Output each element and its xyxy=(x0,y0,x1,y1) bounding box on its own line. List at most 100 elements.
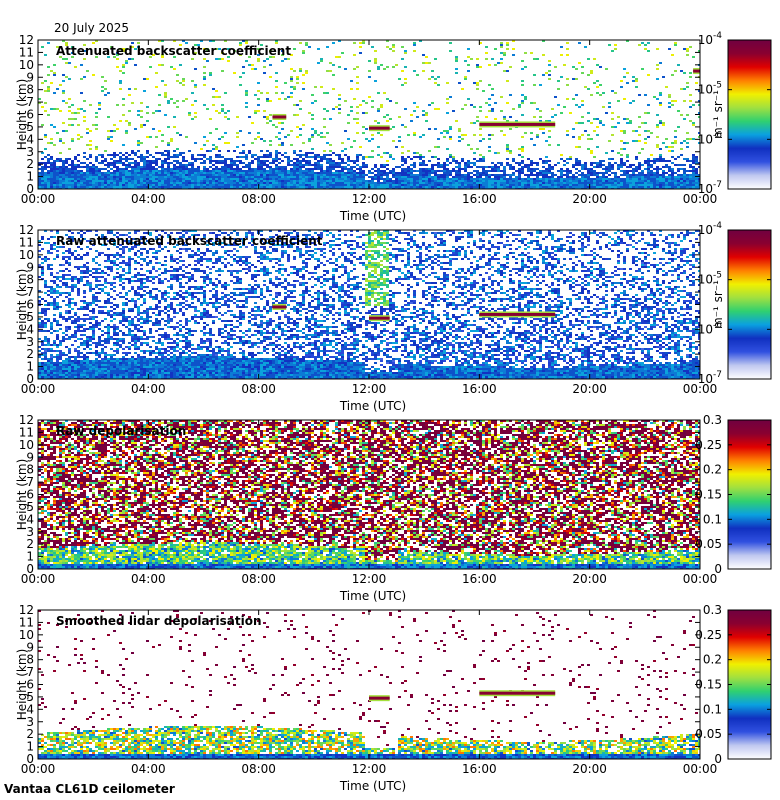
panel-2: Raw attenuated backscatter coefficient01… xyxy=(15,221,772,413)
colorbar-tick-label: 0.15 xyxy=(695,488,722,502)
heatmap-cells xyxy=(38,420,700,564)
y-tick-label: 3 xyxy=(26,335,34,349)
x-tick-label: 12:00 xyxy=(352,572,387,586)
x-tick-label: 00:00 xyxy=(21,762,56,776)
colorbar-tick-label: 0.2 xyxy=(703,653,722,667)
cloud-layer xyxy=(272,115,287,119)
colorbar-tick-label: 10-5 xyxy=(698,81,722,97)
x-tick-label: 20:00 xyxy=(572,762,607,776)
panel-1: Attenuated backscatter coefficient012345… xyxy=(15,31,772,223)
y-tick-label: 8 xyxy=(26,463,34,477)
heatmap-cells xyxy=(38,726,700,754)
y-tick-label: 0 xyxy=(26,182,34,196)
y-tick-label: 6 xyxy=(26,298,34,312)
y-tick-label: 10 xyxy=(19,58,34,72)
x-tick-label: 08:00 xyxy=(241,192,276,206)
cloud-layer xyxy=(369,316,390,320)
x-tick-label: 20:00 xyxy=(572,192,607,206)
date-label: 20 July 2025 xyxy=(54,21,129,35)
y-tick-label: 11 xyxy=(19,235,34,249)
y-tick-label: 6 xyxy=(26,678,34,692)
heatmap-cells xyxy=(38,230,700,368)
panel-title: Attenuated backscatter coefficient xyxy=(56,44,291,58)
heatmap-cells xyxy=(365,232,389,306)
colorbar-tick-label: 0.1 xyxy=(703,702,722,716)
x-tick-label: 12:00 xyxy=(352,382,387,396)
y-tick-label: 7 xyxy=(26,475,34,489)
x-tick-label: 00:00 xyxy=(21,382,56,396)
heatmap-area xyxy=(38,230,700,379)
colorbar-gradient xyxy=(727,229,772,380)
y-tick-label: 1 xyxy=(26,170,34,184)
y-tick-label: 9 xyxy=(26,70,34,84)
colorbar-tick-label: 0 xyxy=(714,562,722,576)
y-tick-label: 0 xyxy=(26,752,34,766)
colorbar-gradient xyxy=(727,419,772,570)
colorbar-tick-label: 10-4 xyxy=(698,31,723,47)
colorbar: 0.3 0.25 0.2 0.15 0.1 0.05 0 xyxy=(695,413,772,576)
colorbar-tick-label: 0.05 xyxy=(695,727,722,741)
colorbar-tick-label: 0.15 xyxy=(695,678,722,692)
heatmap-area xyxy=(38,40,700,189)
x-tick-label: 00:00 xyxy=(683,762,718,776)
y-tick-label: 11 xyxy=(19,425,34,439)
colorbar-tick-label: 0.1 xyxy=(703,512,722,526)
y-axis-label: Height (km) xyxy=(15,79,29,150)
heatmap-cells xyxy=(38,40,700,189)
x-tick-label: 20:00 xyxy=(572,572,607,586)
y-tick-label: 6 xyxy=(26,108,34,122)
colorbar-tick-label: 10-6 xyxy=(698,130,723,146)
heatmap-cells xyxy=(38,542,700,569)
x-tick-label: 00:00 xyxy=(683,572,718,586)
x-tick-label: 00:00 xyxy=(21,192,56,206)
cloud-layer xyxy=(479,691,556,695)
colorbar: 0.3 0.25 0.2 0.15 0.1 0.05 0 xyxy=(695,603,772,766)
y-tick-label: 2 xyxy=(26,347,34,361)
y-tick-label: 11 xyxy=(19,615,34,629)
colorbar-tick-label: 0.2 xyxy=(703,463,722,477)
cloud-layer xyxy=(369,696,390,700)
y-tick-label: 3 xyxy=(26,525,34,539)
y-tick-label: 3 xyxy=(26,145,34,159)
heatmap-cells xyxy=(41,420,700,569)
y-tick-label: 4 xyxy=(26,702,34,716)
cloud-layer xyxy=(479,122,556,126)
x-tick-label: 12:00 xyxy=(352,192,387,206)
y-tick-label: 2 xyxy=(26,157,34,171)
y-tick-label: 7 xyxy=(26,285,34,299)
cloud-layer xyxy=(369,126,390,130)
y-tick-label: 7 xyxy=(26,665,34,679)
colorbar-tick-label: 10-4 xyxy=(698,221,723,237)
x-tick-label: 08:00 xyxy=(241,762,276,776)
heatmap-cells xyxy=(38,230,700,379)
x-tick-label: 04:00 xyxy=(131,572,166,586)
y-tick-label: 2 xyxy=(26,537,34,551)
y-tick-label: 9 xyxy=(26,260,34,274)
panel-title: Raw attenuated backscatter coefficient xyxy=(56,234,323,248)
heatmap-cells xyxy=(47,726,700,759)
x-tick-label: 08:00 xyxy=(241,572,276,586)
y-tick-label: 1 xyxy=(26,360,34,374)
y-axis-label: Height (km) xyxy=(15,649,29,720)
heatmap-cells xyxy=(38,420,700,560)
y-tick-label: 7 xyxy=(26,95,34,109)
y-tick-label: 0 xyxy=(26,372,34,386)
y-tick-label: 9 xyxy=(26,640,34,654)
cloud-layer xyxy=(272,305,287,309)
x-axis-label: Time (UTC) xyxy=(339,399,406,413)
colorbar-gradient xyxy=(727,609,772,760)
footer-label: Vantaa CL61D ceilometer xyxy=(4,782,175,796)
colorbar-tick-label: 10-6 xyxy=(698,320,723,336)
heatmap-cells xyxy=(41,726,698,754)
colorbar-unit-label: m⁻¹ sr⁻¹ xyxy=(711,90,725,139)
y-tick-label: 5 xyxy=(26,500,34,514)
y-tick-label: 2 xyxy=(26,727,34,741)
colorbar-tick-label: 0 xyxy=(714,752,722,766)
x-tick-label: 04:00 xyxy=(131,762,166,776)
y-tick-label: 8 xyxy=(26,83,34,97)
x-axis-label: Time (UTC) xyxy=(339,589,406,603)
x-tick-label: 20:00 xyxy=(572,382,607,396)
y-tick-label: 4 xyxy=(26,322,34,336)
x-tick-label: 00:00 xyxy=(683,382,718,396)
colorbar-tick-label: 0.3 xyxy=(703,413,722,427)
